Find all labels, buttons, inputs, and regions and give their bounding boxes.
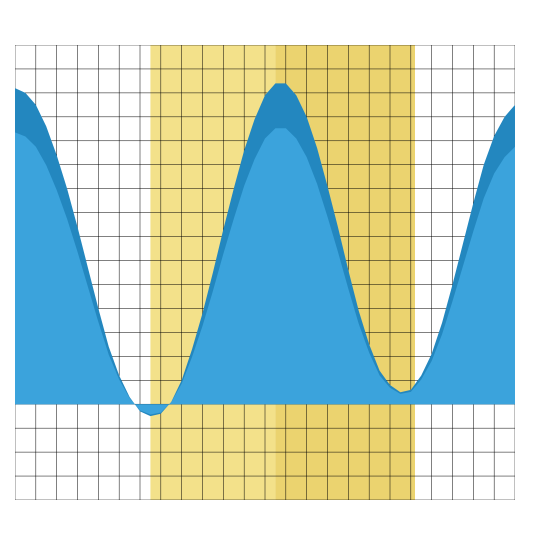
chart-svg [0, 0, 550, 550]
tide-chart [0, 0, 550, 550]
